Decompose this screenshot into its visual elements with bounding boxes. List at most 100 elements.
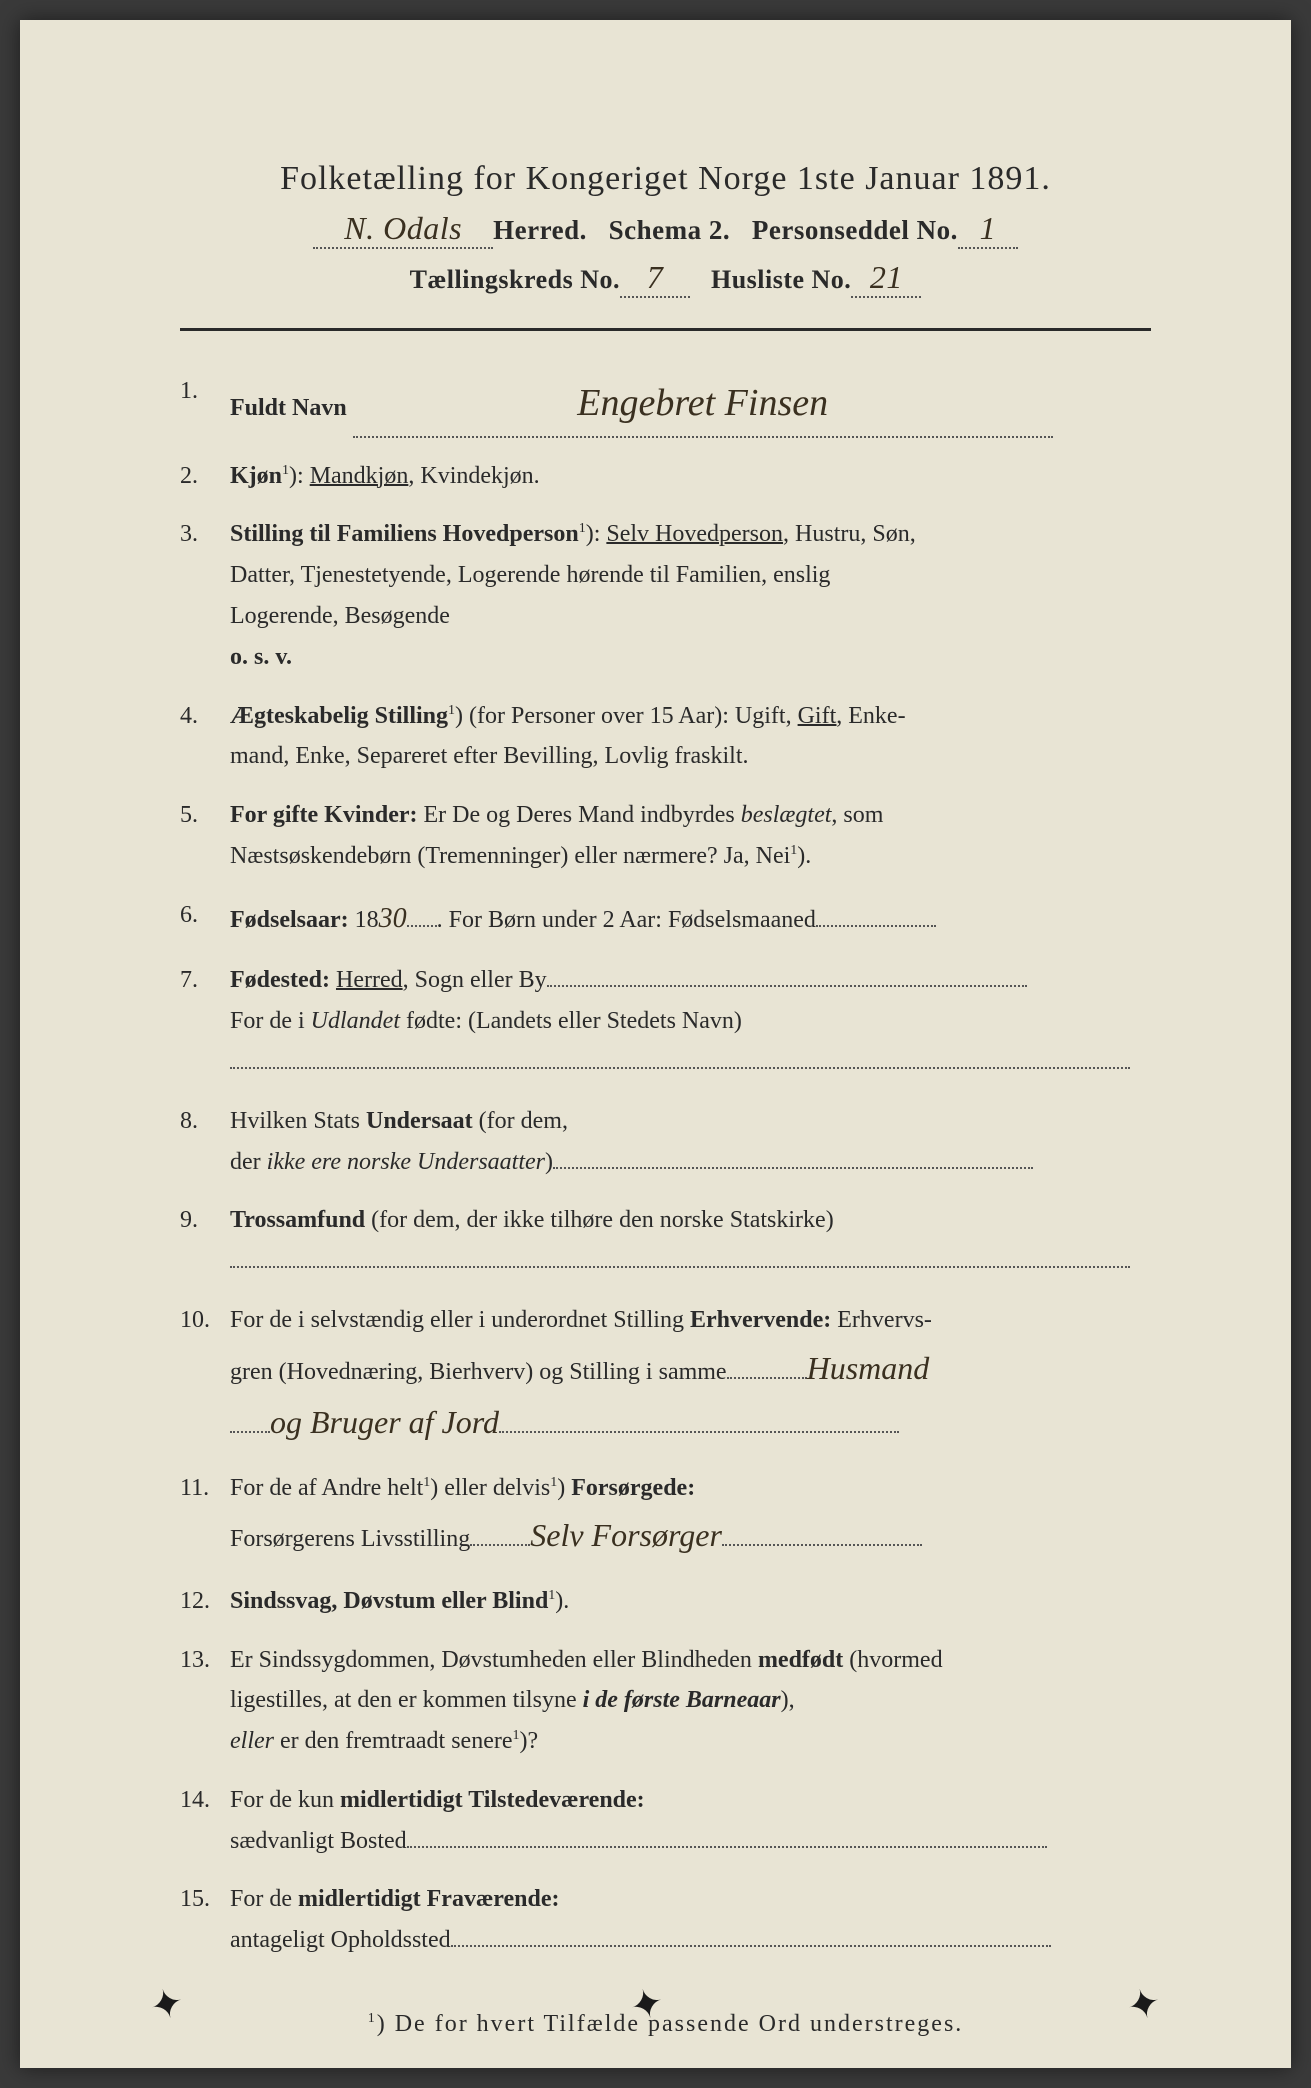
row-4-line2: mand, Enke, Separeret efter Bevilling, L… [230,743,749,769]
row-12-num: 12. [180,1581,230,1622]
row-6-label: Fødselsaar: [230,907,349,933]
row-12-content: Sindssvag, Døvstum eller Blind1). [230,1581,1151,1622]
row-15-num: 15. [180,1879,230,1920]
personseddel-no: 1 [980,210,997,247]
header-line-3: Tællingskreds No.7 Husliste No.21 [140,259,1191,298]
row-7-selected: Herred [336,967,403,993]
row-7: 7. Fødested: Herred, Sogn eller By For d… [180,960,1151,1082]
row-5-after2: ). [797,843,811,869]
row-2-sup: 1 [282,463,289,478]
row-8-line2b: ) [545,1149,553,1175]
row-3-line3: Logerende, Besøgende [230,603,450,629]
row-14-bold: midlertidigt Tilstedeværende: [340,1787,645,1813]
taellingskreds-no: 7 [647,259,664,296]
row-3-line4: o. s. v. [230,644,292,670]
row-15-line2: antageligt Opholdssted [230,1927,451,1953]
herred-value: N. Odals [344,210,462,247]
row-11-dots2 [722,1544,922,1546]
row-6-year-prefix: 18 [349,907,379,933]
row-3-sup: 1 [579,521,586,536]
row-13-line2a: ligestilles, at den er kommen tilsyne [230,1687,583,1713]
row-13-bold: medfødt [758,1647,843,1673]
row-8-bold: Undersaat [366,1108,473,1134]
footnote-sup: 1 [368,2011,377,2026]
row-3-rest1: , Hustru, Søn, [783,521,916,547]
row-5-label: For gifte Kvinder: [230,802,418,828]
row-1: 1. Fuldt Navn Engebret Finsen [180,371,1151,438]
row-15-text: For de [230,1886,298,1912]
row-14-content: For de kun midlertidigt Tilstedeværende:… [230,1780,1151,1862]
row-13-line2-italic: i de første Barneaar [583,1687,781,1713]
row-3-label: Stilling til Familiens Hovedperson [230,521,579,547]
row-11-value: Selv Forsørger [530,1508,722,1562]
row-13-text1: Er Sindssygdommen, Døvstumheden eller Bl… [230,1647,758,1673]
form-body: 1. Fuldt Navn Engebret Finsen 2. Kjøn1):… [140,371,1191,1961]
document-page: Folketælling for Kongeriget Norge 1ste J… [20,20,1291,2068]
row-10-dots2 [230,1431,270,1433]
row-9-num: 9. [180,1200,230,1241]
husliste-label: Husliste No. [711,265,851,294]
row-11-text1: For de af Andre helt [230,1475,423,1501]
row-5-italic: beslægtet [741,802,832,828]
row-10: 10. For de i selvstændig eller i underor… [180,1300,1151,1450]
row-2-sep: , [408,463,414,489]
row-2-opt2: Kvindekjøn. [420,463,539,489]
row-13-sup: 1 [513,1728,520,1743]
row-11-line2: Forsørgerens Livsstilling [230,1526,470,1552]
row-7-num: 7. [180,960,230,1001]
row-5-text: Er De og Deres Mand indbyrdes [418,802,741,828]
row-8-text2: (for dem, [473,1108,568,1134]
row-10-value1: Husmand [807,1341,930,1395]
row-13-line3: er den fremtraadt senere [274,1728,513,1754]
row-15: 15. For de midlertidigt Fraværende: anta… [180,1879,1151,1961]
row-1-num: 1. [180,371,230,412]
row-13-after: )? [520,1728,539,1754]
row-14-dots [407,1846,1047,1848]
row-4-label: Ægteskabelig Stilling [230,703,448,729]
row-10-dots1 [727,1377,807,1379]
herred-label: Herred. [493,215,587,245]
fullname-value: Engebret Finsen [577,371,828,436]
row-2: 2. Kjøn1): Mandkjøn, Kvindekjøn. [180,456,1151,497]
row-6-rest: . For Børn under 2 Aar: Fødselsmaaned [437,907,816,933]
row-12: 12. Sindssvag, Døvstum eller Blind1). [180,1581,1151,1622]
row-11-dots1 [470,1544,530,1546]
row-4-rest: Enke- [842,703,905,729]
row-1-label: Fuldt Navn [230,395,347,421]
row-6-dots2 [816,925,936,927]
row-15-bold: midlertidigt Fraværende: [298,1886,560,1912]
row-4-sup: 1 [448,703,455,718]
row-11: 11. For de af Andre helt1) eller delvis1… [180,1468,1151,1563]
row-13-line3-italic: eller [230,1728,274,1754]
row-1-content: Fuldt Navn Engebret Finsen [230,371,1151,438]
row-4-num: 4. [180,696,230,737]
row-10-line2: gren (Hovednæring, Bierhverv) og Stillin… [230,1359,727,1385]
row-3-selected: Selv Hovedperson [606,521,783,547]
row-9-text: (for dem, der ikke tilhøre den norske St… [365,1207,834,1233]
personseddel-label: Personseddel No. [752,215,958,245]
row-3-line2: Datter, Tjenestetyende, Logerende hørend… [230,562,830,588]
row-7-line2a: For de i [230,1008,311,1034]
row-11-text2: ) eller delvis [430,1475,550,1501]
row-6-dots1 [407,925,437,927]
row-2-after: ): [289,463,304,489]
husliste-field: 21 [851,259,921,298]
main-title: Folketælling for Kongeriget Norge 1ste J… [140,160,1191,198]
row-13-text2: (hvormed [843,1647,942,1673]
row-14-text: For de kun [230,1787,340,1813]
fullname-field: Engebret Finsen [353,371,1053,438]
row-7-dots [547,985,1027,987]
row-7-label: Fødested: [230,967,330,993]
row-14-num: 14. [180,1780,230,1821]
row-11-text3: ) [557,1475,571,1501]
row-13-content: Er Sindssygdommen, Døvstumheden eller Bl… [230,1640,1151,1762]
row-11-content: For de af Andre helt1) eller delvis1) Fo… [230,1468,1151,1563]
row-9: 9. Trossamfund (for dem, der ikke tilhør… [180,1200,1151,1282]
row-8-dots [553,1167,1033,1169]
herred-field: N. Odals [313,210,493,249]
personseddel-field: 1 [958,210,1018,249]
row-10-text1: For de i selvstændig eller i underordnet… [230,1307,690,1333]
divider-top [180,328,1151,331]
row-3-num: 3. [180,514,230,555]
row-5-num: 5. [180,795,230,836]
